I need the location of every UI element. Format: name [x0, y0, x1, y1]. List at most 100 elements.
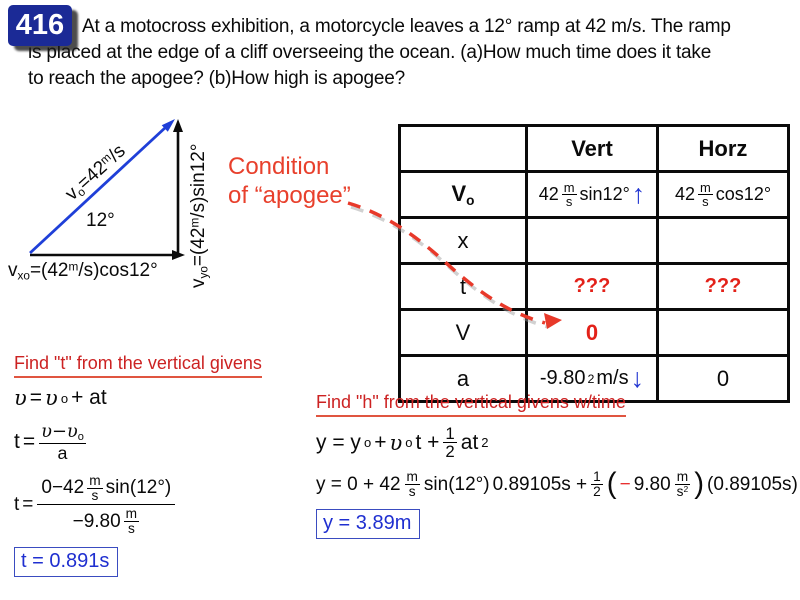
row-label-t: t	[398, 262, 528, 311]
eq2-num-sub: o	[77, 431, 84, 444]
vo-vert-value: 42	[538, 184, 559, 204]
vxo-base: v	[8, 260, 18, 281]
heq1-a-sub: o	[363, 435, 372, 451]
table-row-v: V 0	[398, 308, 790, 357]
cell-v-horz	[656, 308, 790, 357]
slide-number-badge: 416	[8, 5, 72, 46]
eq3-den-a: −9.80	[72, 511, 121, 533]
givens-table: Vert Horz Vo 42 m s sin12° ↑ 42 m s cos12° x t …	[398, 124, 790, 403]
eq1-equals: =	[29, 386, 43, 409]
table-row-t: t ??? ???	[398, 262, 790, 311]
heq1-at: at	[460, 430, 479, 454]
heq2-unit1-d: s	[408, 484, 416, 500]
velocity-vector-diagram: vo=42m/s 12° vxo=(42m/s)cos12° vyo=(42m/…	[8, 110, 258, 295]
problem-line-2: is placed at the edge of a cliff oversee…	[28, 42, 712, 63]
vo-label-base: V	[451, 181, 467, 207]
answer-box-h: y = 3.89m	[316, 509, 421, 540]
vo-horz-unit-den: s	[702, 194, 709, 209]
header-empty-cell	[398, 124, 528, 173]
vxo-mid: =(42	[29, 260, 69, 281]
vxo-sup: m	[68, 260, 79, 274]
vo-label-sub: o	[466, 192, 475, 208]
find-t-heading: Find "t" from the vertical givens	[14, 353, 262, 378]
angle-label: 12°	[86, 210, 115, 231]
table-row-x: x	[398, 216, 790, 265]
eq1-upsilon: υ	[14, 386, 27, 410]
a-vert-value: -9.80	[539, 367, 586, 389]
eq1-plus-at: + at	[71, 386, 107, 409]
problem-line-3: to reach the apogee? (b)How high is apog…	[28, 68, 405, 89]
vxo-label: vxo=(42m/s)cos12°	[8, 260, 158, 282]
apogee-condition-note: Condition of “apogee”	[228, 152, 351, 210]
eq3-num-unit-d: s	[91, 487, 99, 503]
heq2-close-paren: )	[694, 467, 705, 501]
eq3-lhs: t	[14, 493, 20, 515]
eq2-lhs: t	[14, 430, 20, 454]
row-label-v: V	[398, 308, 528, 357]
vo-horz-trig: cos12°	[715, 184, 772, 204]
heq1-c-sub: o	[405, 435, 413, 451]
heq2-unit2-sup: 2	[683, 484, 689, 495]
vyo-sub: yo	[197, 266, 211, 279]
eq1-sub: o	[60, 390, 69, 406]
eq2-equals: =	[22, 430, 36, 454]
vyo-sup: m	[188, 217, 202, 228]
equation-t-symbolic: t = υ−υo a	[14, 422, 314, 463]
eq3-equals: =	[22, 493, 34, 515]
a-vert-unit: m/s	[596, 367, 629, 389]
cell-t-horz: ???	[656, 262, 790, 311]
find-h-section: Find "h" from the vertical givens w/time…	[316, 390, 798, 540]
resultant-velocity-arrow	[29, 125, 167, 255]
vo-vert-trig: sin12°	[579, 184, 630, 204]
vo-horz-value: 42	[674, 184, 695, 204]
row-label-vo: Vo	[398, 170, 528, 219]
vxo-post: /s)cos12°	[78, 260, 158, 281]
heq2-a: y = 0 + 42	[316, 473, 401, 495]
equation-y-numeric: y = 0 + 42 m s sin(12°) 0.89105s + 1 2(−9.80 m…	[316, 467, 798, 501]
cell-a-vert: -9.80 2 m/s ↓	[525, 354, 659, 403]
row-label-x: x	[398, 216, 528, 265]
vo-vert-unit-num: m	[561, 179, 577, 195]
problem-statement: At a motocross exhibition, a motorcycle …	[28, 14, 731, 92]
eq3-num-unit-n: m	[87, 472, 103, 489]
cell-t-vert: ???	[525, 262, 659, 311]
header-horz: Horz	[656, 124, 790, 173]
cell-x-horz	[656, 216, 790, 265]
condition-line-1: Condition	[228, 153, 330, 180]
vyo-base: v	[188, 278, 209, 289]
vo-vert-unit-den: s	[565, 194, 573, 209]
row-label-a: a	[398, 354, 528, 403]
heq1-plus: +	[374, 430, 387, 454]
vyo-mid: =(42	[188, 227, 209, 267]
answer-box-t: t = 0.891s	[14, 547, 119, 578]
problem-line-1: At a motocross exhibition, a motorcycle …	[82, 16, 731, 37]
heq1-half-n: 1	[443, 424, 457, 444]
vyo-post: /s)sin12°	[188, 143, 209, 218]
vyo-label: vyo=(42m/s)sin12°	[188, 144, 210, 288]
resultant-arrowhead-icon	[161, 119, 175, 132]
heq2-half-d: 2	[593, 484, 601, 500]
vector-diagram-svg	[29, 119, 185, 260]
heq2-half-n: 1	[591, 469, 603, 486]
a-vert-sub: 2	[587, 371, 595, 386]
heq1-a: y = y	[316, 430, 361, 454]
vo-horz-unit-num: m	[698, 179, 713, 195]
heq2-unit2-d: s	[676, 484, 684, 500]
cell-x-vert	[525, 216, 659, 265]
heq2-unit1-n: m	[404, 469, 420, 486]
heq2-time: 0.89105s +	[492, 473, 588, 495]
heq2-open-paren: (	[606, 467, 617, 501]
cell-vo-vert: 42 m s sin12° ↑	[525, 170, 659, 219]
heq2-unit2-n: m	[674, 469, 691, 486]
eq3-den-unit-d: s	[127, 521, 135, 537]
heq2-tsq: (0.89105s)	[707, 473, 798, 495]
eq1-upsilon0: υ	[45, 386, 58, 410]
equation-t-numeric: t = 0−42 m s sin(12°) −9.80 m s	[14, 473, 314, 538]
cell-vo-horz: 42 m s cos12°	[656, 170, 790, 219]
heq2-minus: −	[619, 473, 631, 495]
cell-a-horz: 0	[656, 354, 790, 403]
